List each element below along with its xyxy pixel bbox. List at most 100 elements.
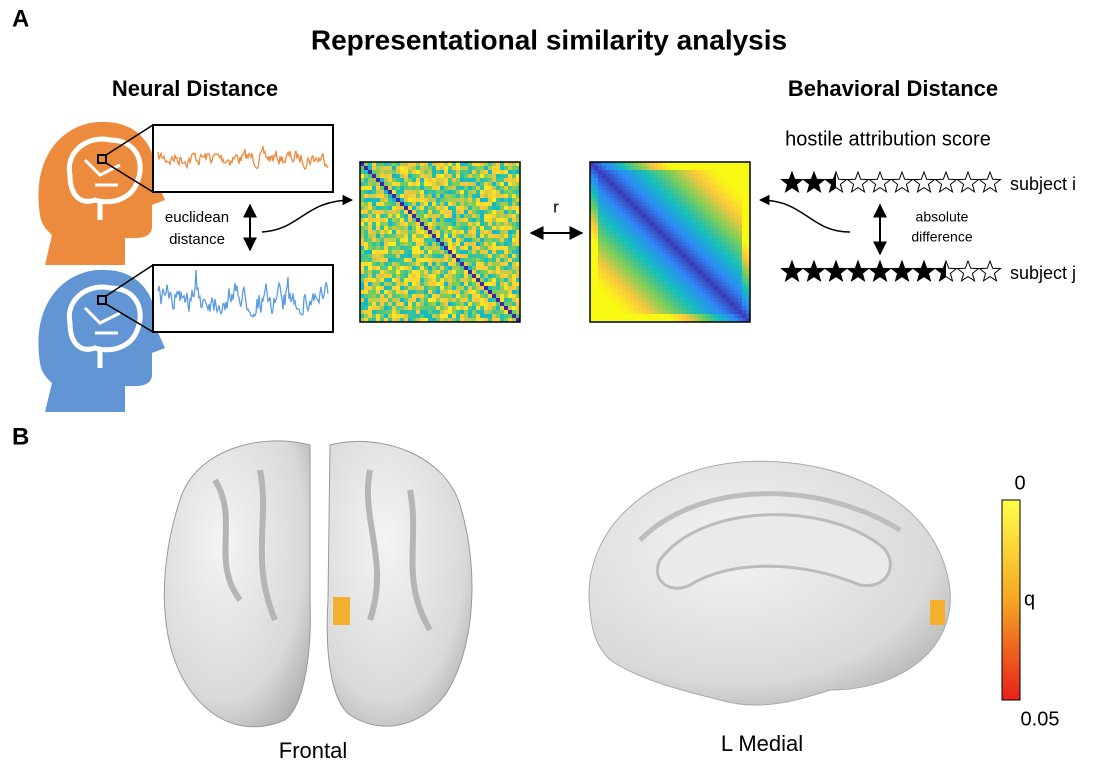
matrix-cell xyxy=(460,234,464,238)
matrix-cell xyxy=(420,226,424,230)
matrix-cell xyxy=(512,242,516,246)
matrix-cell xyxy=(420,214,424,218)
matrix-cell xyxy=(428,274,432,278)
matrix-cell xyxy=(392,294,396,298)
matrix-cell xyxy=(598,174,602,178)
matrix-cell xyxy=(682,230,686,234)
matrix-cell xyxy=(388,306,392,310)
matrix-cell xyxy=(630,186,634,190)
matrix-cell xyxy=(702,310,706,314)
matrix-cell xyxy=(690,186,694,190)
matrix-cell xyxy=(694,306,698,310)
matrix-cell xyxy=(606,182,610,186)
matrix-cell xyxy=(484,202,488,206)
matrix-cell xyxy=(504,170,508,174)
matrix-cell xyxy=(622,278,626,282)
matrix-cell xyxy=(658,302,662,306)
matrix-cell xyxy=(496,230,500,234)
matrix-cell xyxy=(714,310,718,314)
star-outline xyxy=(914,172,935,192)
matrix-cell xyxy=(634,254,638,258)
matrix-cell xyxy=(508,246,512,250)
matrix-cell xyxy=(682,250,686,254)
matrix-cell xyxy=(634,266,638,270)
matrix-cell xyxy=(400,230,404,234)
matrix-cell xyxy=(742,302,746,306)
matrix-cell xyxy=(730,190,734,194)
matrix-cell xyxy=(702,210,706,214)
matrix-cell xyxy=(484,218,488,222)
matrix-cell xyxy=(452,258,456,262)
matrix-cell xyxy=(682,174,686,178)
matrix-cell xyxy=(372,198,376,202)
matrix-cell xyxy=(392,214,396,218)
matrix-cell xyxy=(658,286,662,290)
matrix-cell xyxy=(614,166,618,170)
matrix-cell xyxy=(710,174,714,178)
matrix-cell xyxy=(452,298,456,302)
matrix-cell xyxy=(504,206,508,210)
matrix-cell xyxy=(416,254,420,258)
matrix-cell xyxy=(412,278,416,282)
matrix-cell xyxy=(404,250,408,254)
matrix-cell xyxy=(610,298,614,302)
matrix-cell xyxy=(626,294,630,298)
matrix-cell xyxy=(364,174,368,178)
matrix-cell xyxy=(674,230,678,234)
matrix-cell xyxy=(492,286,496,290)
matrix-cell xyxy=(492,206,496,210)
matrix-cell xyxy=(372,186,376,190)
matrix-cell xyxy=(730,202,734,206)
matrix-cell xyxy=(610,178,614,182)
matrix-cell xyxy=(496,186,500,190)
matrix-cell xyxy=(666,250,670,254)
matrix-cell xyxy=(368,186,372,190)
matrix-cell xyxy=(646,234,650,238)
matrix-cell xyxy=(512,190,516,194)
matrix-cell xyxy=(718,246,722,250)
matrix-cell xyxy=(376,194,380,198)
matrix-cell xyxy=(416,286,420,290)
matrix-cell xyxy=(666,270,670,274)
matrix-cell xyxy=(694,206,698,210)
matrix-cell xyxy=(400,190,404,194)
matrix-cell xyxy=(694,282,698,286)
matrix-cell xyxy=(698,238,702,242)
matrix-cell xyxy=(480,250,484,254)
matrix-cell xyxy=(412,254,416,258)
matrix-cell xyxy=(674,194,678,198)
matrix-cell xyxy=(698,270,702,274)
matrix-cell xyxy=(658,306,662,310)
matrix-cell xyxy=(484,166,488,170)
matrix-cell xyxy=(642,214,646,218)
matrix-cell xyxy=(468,198,472,202)
matrix-cell xyxy=(484,178,488,182)
matrix-cell xyxy=(610,314,614,318)
matrix-cell xyxy=(702,282,706,286)
matrix-cell xyxy=(408,166,412,170)
matrix-cell xyxy=(610,198,614,202)
matrix-cell xyxy=(662,206,666,210)
matrix-cell xyxy=(400,198,404,202)
matrix-cell xyxy=(436,174,440,178)
matrix-cell xyxy=(698,302,702,306)
matrix-cell xyxy=(448,258,452,262)
matrix-cell xyxy=(674,306,678,310)
matrix-cell xyxy=(702,222,706,226)
matrix-cell xyxy=(742,214,746,218)
matrix-cell xyxy=(674,274,678,278)
matrix-cell xyxy=(444,266,448,270)
matrix-cell xyxy=(508,314,512,318)
matrix-cell xyxy=(654,202,658,206)
matrix-cell xyxy=(738,202,742,206)
matrix-cell xyxy=(404,238,408,242)
matrix-cell xyxy=(480,242,484,246)
matrix-cell xyxy=(436,250,440,254)
matrix-cell xyxy=(614,170,618,174)
matrix-cell xyxy=(420,194,424,198)
matrix-cell xyxy=(444,202,448,206)
matrix-cell xyxy=(722,170,726,174)
matrix-cell xyxy=(674,314,678,318)
matrix-cell xyxy=(464,174,468,178)
matrix-cell xyxy=(512,290,516,294)
